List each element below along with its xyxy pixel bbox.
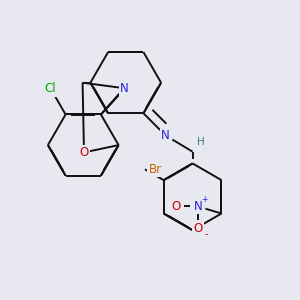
Text: H: H [196, 137, 204, 147]
Text: Cl: Cl [44, 82, 56, 95]
Text: N: N [194, 200, 202, 213]
Text: O: O [193, 221, 203, 235]
Text: +: + [202, 195, 208, 204]
Text: N: N [161, 129, 170, 142]
Text: Br: Br [149, 163, 162, 176]
Text: O: O [172, 200, 181, 213]
Text: N: N [120, 82, 129, 95]
Text: -: - [205, 229, 209, 239]
Text: O: O [80, 146, 89, 159]
